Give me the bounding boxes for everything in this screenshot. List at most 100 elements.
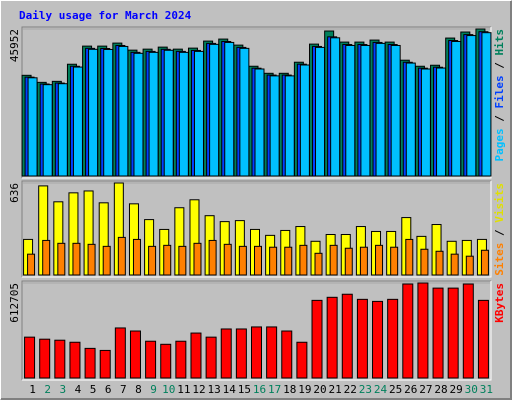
bar <box>299 244 308 276</box>
x-tick-label: 19 <box>298 383 311 396</box>
bar <box>235 328 247 379</box>
bar <box>436 67 447 177</box>
bar <box>345 44 356 177</box>
bar <box>117 236 126 276</box>
x-tick-label: 25 <box>389 383 402 396</box>
panel-bevel <box>22 181 492 278</box>
bar <box>114 327 126 379</box>
bar <box>281 330 293 379</box>
y-tick-label: 612705 <box>8 283 21 323</box>
x-tick-label: 14 <box>223 383 237 396</box>
bar <box>69 341 81 379</box>
bar <box>462 283 474 379</box>
bar <box>375 42 386 177</box>
x-tick-label: 6 <box>105 383 112 396</box>
bar <box>359 246 368 276</box>
legend-separator: / <box>493 56 506 76</box>
bar <box>372 300 384 379</box>
x-tick-label: 26 <box>404 383 417 396</box>
x-tick-label: 8 <box>135 383 142 396</box>
x-tick-label: 20 <box>313 383 326 396</box>
bar <box>132 238 141 276</box>
x-tick-label: 13 <box>207 383 220 396</box>
legend: Sites / Visits <box>493 183 506 276</box>
bar <box>103 48 114 177</box>
bar <box>432 287 444 379</box>
bar <box>296 341 308 379</box>
x-tick-label: 11 <box>177 383 190 396</box>
bar <box>178 51 189 177</box>
x-tick-label: 9 <box>150 383 157 396</box>
bar <box>447 287 459 379</box>
x-tick-label: 30 <box>465 383 478 396</box>
bar <box>417 282 429 379</box>
x-tick-label: 18 <box>283 383 296 396</box>
legend-entry: Files <box>493 75 506 108</box>
bar <box>299 64 310 177</box>
bar <box>314 252 323 276</box>
bar <box>88 48 99 177</box>
bar <box>356 298 368 379</box>
chart-title: Daily usage for March 2024 <box>19 9 192 22</box>
bar <box>450 253 459 276</box>
x-tick-label: 28 <box>434 383 447 396</box>
bar <box>57 242 66 276</box>
bar <box>402 283 414 379</box>
x-tick-label: 27 <box>419 383 432 396</box>
y-tick-label: 636 <box>8 183 21 203</box>
x-tick-label: 29 <box>450 383 463 396</box>
bar <box>326 296 338 379</box>
legend-entry: Hits <box>493 29 506 56</box>
bar <box>269 75 280 177</box>
bar <box>208 239 217 276</box>
x-tick-label: 3 <box>60 383 67 396</box>
x-tick-label: 16 <box>253 383 266 396</box>
bar <box>148 245 157 276</box>
bar <box>466 35 477 177</box>
bar <box>360 44 371 177</box>
panel-bevel <box>22 281 492 381</box>
bar <box>387 298 399 379</box>
bar <box>254 245 262 276</box>
bar <box>27 77 38 177</box>
x-tick-label: 1 <box>29 383 36 396</box>
y-tick-label: 45952 <box>8 29 21 62</box>
bar <box>284 75 295 177</box>
bar <box>163 49 174 177</box>
bar <box>39 338 51 379</box>
x-tick-label: 22 <box>344 383 357 396</box>
bar <box>27 253 36 276</box>
x-tick-label: 15 <box>238 383 251 396</box>
bar <box>405 62 416 177</box>
bar <box>238 245 247 276</box>
panel-bevel <box>21 280 491 380</box>
bar <box>341 293 353 379</box>
x-tick-label: 12 <box>192 383 205 396</box>
bar <box>54 339 66 379</box>
bar <box>329 244 338 276</box>
bar <box>193 50 204 177</box>
x-tick-label: 31 <box>480 383 493 396</box>
legend-entry: Visits <box>493 183 506 223</box>
bar <box>239 47 250 177</box>
bar <box>148 51 159 177</box>
x-tick-label: 21 <box>329 383 342 396</box>
bar <box>224 41 235 177</box>
bar <box>451 40 462 177</box>
bar <box>269 246 278 276</box>
bar <box>42 239 51 276</box>
bar <box>175 340 187 379</box>
bar <box>72 66 83 177</box>
bar <box>129 330 141 379</box>
x-tick-label: 4 <box>75 383 82 396</box>
x-tick-label: 24 <box>374 383 388 396</box>
legend: Pages / Files / Hits <box>493 29 506 162</box>
bar <box>390 44 401 177</box>
legend-separator: / <box>493 109 506 129</box>
bar <box>72 242 81 276</box>
bar <box>133 52 144 177</box>
x-tick-label: 5 <box>90 383 97 396</box>
x-tick-label: 17 <box>268 383 281 396</box>
